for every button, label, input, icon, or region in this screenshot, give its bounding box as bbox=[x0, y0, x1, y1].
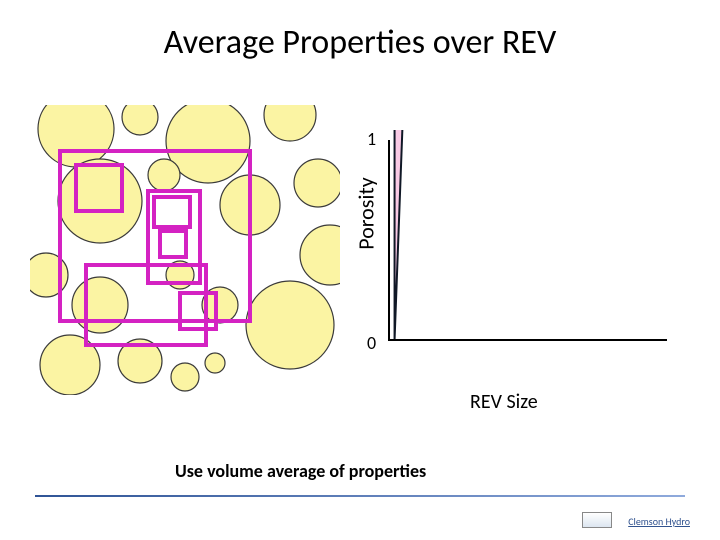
subtitle: Use volume average of properties bbox=[175, 460, 426, 482]
porosity-vs-revsize-chart bbox=[365, 130, 675, 360]
chart-svg bbox=[365, 130, 675, 360]
brand-label: Clemson Hydro bbox=[628, 515, 690, 528]
diagram-svg bbox=[30, 105, 340, 395]
footer-divider bbox=[35, 495, 685, 497]
porous-medium-diagram bbox=[30, 105, 340, 395]
x-axis-label: REV Size bbox=[470, 390, 538, 414]
page-title: Average Properties over REV bbox=[0, 22, 720, 63]
brand-icon bbox=[582, 512, 612, 528]
